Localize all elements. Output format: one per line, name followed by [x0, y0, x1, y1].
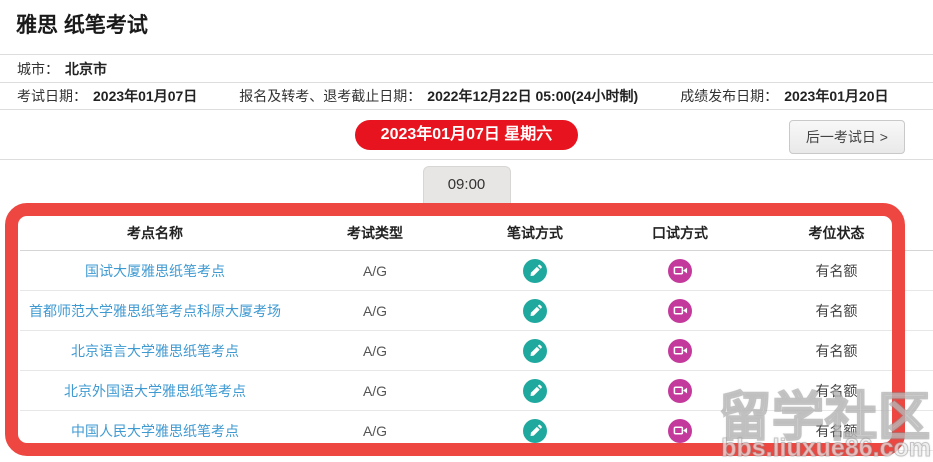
city-value: 北京市 [65, 60, 107, 77]
test-center-link[interactable]: 首都师范大学雅思纸笔考点科原大厦考场 [29, 302, 281, 319]
column-header-exam-type: 考试类型 [347, 224, 403, 241]
table-row: 中国人民大学雅思纸笔考点 A/G 有名额 [20, 411, 933, 451]
column-header-oral-mode: 口试方式 [652, 224, 708, 241]
pencil-icon [523, 258, 547, 283]
results-date-value: 2023年01月20日 [784, 88, 889, 104]
test-center-link[interactable]: 北京外国语大学雅思纸笔考点 [64, 382, 246, 399]
pencil-icon [523, 338, 547, 363]
video-camera-icon [668, 378, 692, 403]
exam-type: A/G [362, 382, 388, 399]
exam-type: A/G [362, 262, 388, 279]
seat-status: 有名额 [815, 422, 858, 439]
page-title: 雅思 纸笔考试 [0, 0, 933, 55]
table-body: 国试大厦雅思纸笔考点 A/G 有名额 首都师范大学雅思纸笔考点科原大厦考场 A/… [20, 251, 933, 451]
pencil-icon [523, 378, 547, 403]
table-row: 北京语言大学雅思纸笔考点 A/G 有名额 [20, 331, 933, 371]
next-exam-day-button[interactable]: 后一考试日 > [788, 120, 905, 154]
column-header-written-mode: 笔试方式 [507, 224, 563, 241]
current-date-pill[interactable]: 2023年01月07日 星期六 [354, 119, 579, 150]
table-row: 首都师范大学雅思纸笔考点科原大厦考场 A/G 有名额 [20, 291, 933, 331]
exam-date-label: 考试日期： [17, 88, 87, 104]
exam-type: A/G [362, 422, 388, 439]
exam-type: A/G [362, 302, 388, 319]
city-row: 城市： 北京市 [0, 55, 933, 83]
exam-date-value: 2023年01月07日 [93, 88, 198, 104]
deadline-value: 2022年12月22日 05:00(24小时制) [427, 88, 639, 104]
video-camera-icon [668, 258, 692, 283]
seat-status: 有名额 [815, 382, 858, 399]
video-camera-icon [668, 298, 692, 323]
test-centers-table: 考点名称 考试类型 笔试方式 口试方式 考位状态 国试大厦雅思纸笔考点 A/G [20, 215, 933, 451]
test-center-link[interactable]: 中国人民大学雅思纸笔考点 [71, 422, 239, 439]
city-label: 城市： [17, 60, 59, 77]
results-date-label: 成绩发布日期： [680, 88, 779, 104]
session-tab-0900[interactable]: 09:00 [422, 166, 511, 210]
test-center-link[interactable]: 北京语言大学雅思纸笔考点 [71, 342, 239, 359]
table-header-row: 考点名称 考试类型 笔试方式 口试方式 考位状态 [20, 215, 933, 251]
video-camera-icon [668, 338, 692, 363]
table-row: 国试大厦雅思纸笔考点 A/G 有名额 [20, 251, 933, 291]
pencil-icon [523, 298, 547, 323]
deadline-label: 报名及转考、退考截止日期： [239, 88, 422, 104]
pencil-icon [523, 418, 547, 443]
date-navigation: 2023年01月07日 星期六 后一考试日 > [0, 110, 933, 160]
table-row: 北京外国语大学雅思纸笔考点 A/G 有名额 [20, 371, 933, 411]
dates-row: 考试日期： 2023年01月07日 报名及转考、退考截止日期： 2022年12月… [0, 83, 933, 110]
test-center-link[interactable]: 国试大厦雅思纸笔考点 [85, 262, 225, 279]
seat-status: 有名额 [815, 342, 858, 359]
session-tab-row: 09:00 [0, 160, 933, 210]
column-header-center-name: 考点名称 [127, 224, 183, 241]
seat-status: 有名额 [815, 302, 858, 319]
exam-type: A/G [362, 342, 388, 359]
column-header-seat-status: 考位状态 [808, 224, 865, 241]
seat-status: 有名额 [815, 262, 858, 279]
video-camera-icon [668, 418, 692, 443]
